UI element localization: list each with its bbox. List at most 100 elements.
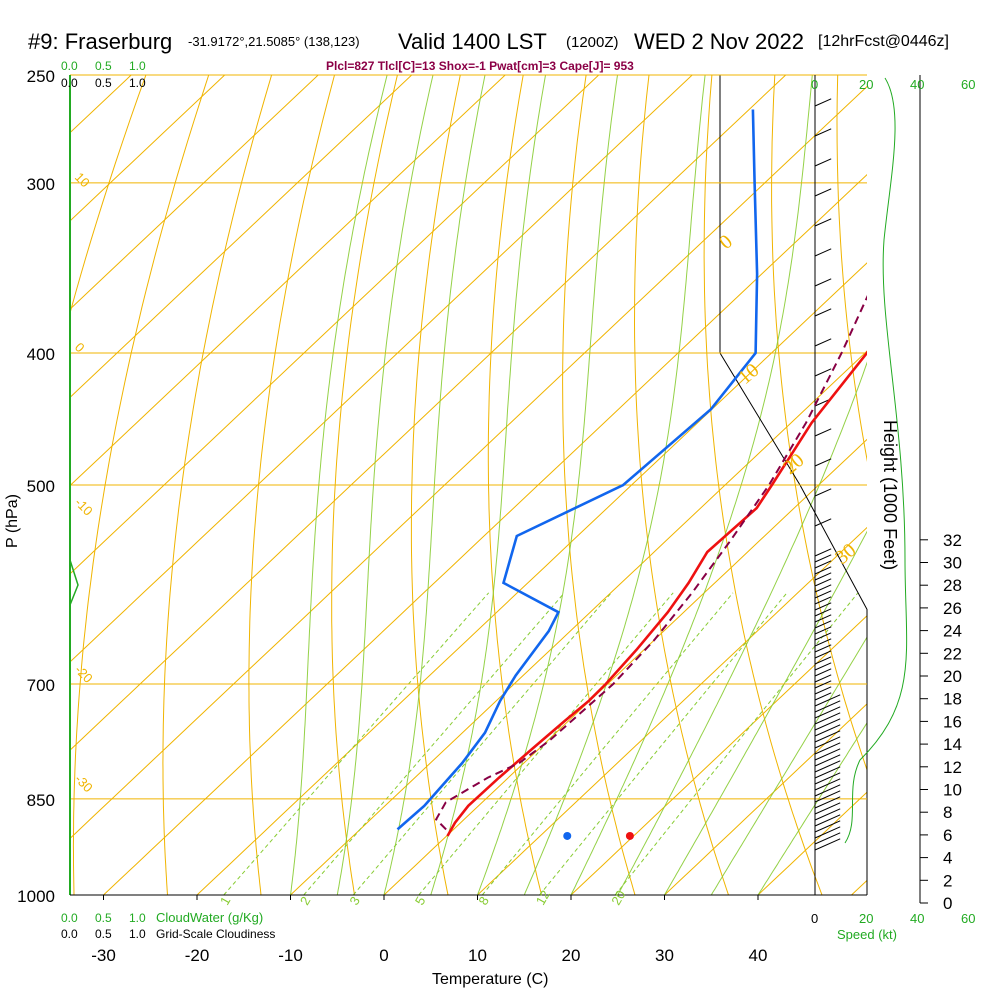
mixing-ratio-line — [481, 592, 734, 895]
wind-barb — [814, 218, 832, 227]
wind-barb — [814, 278, 832, 287]
dry-adiabat-line — [562, 75, 636, 895]
wind-barb — [814, 368, 832, 377]
wind-barb — [814, 826, 841, 839]
temperature-tick-label: -30 — [91, 946, 116, 965]
height-tick-label: 18 — [943, 690, 962, 709]
wind-barb — [814, 428, 832, 437]
wind-barb — [814, 706, 841, 719]
height-tick-label: 14 — [943, 735, 962, 754]
bottom-speed-tick-1: 20 — [859, 911, 874, 926]
top-cloudiness-tick-0: 0.0 — [61, 76, 78, 90]
wind-barb — [814, 790, 841, 803]
temperature-tick-label: 30 — [655, 946, 674, 965]
wind-barb — [814, 518, 832, 527]
wind-barb — [814, 668, 832, 677]
isotherm-line — [851, 879, 867, 895]
wind-barb — [814, 644, 832, 653]
wind-barb — [814, 650, 832, 659]
height-tick-label: 10 — [943, 781, 962, 800]
wind-barb — [814, 680, 832, 689]
temperature-tick-label: 20 — [562, 946, 581, 965]
height-tick-label: 26 — [943, 599, 962, 618]
valid-time: Valid 1400 LST — [398, 29, 547, 54]
temperature-tick-label: 40 — [749, 946, 768, 965]
height-tick-label: 4 — [943, 849, 952, 868]
moist-adiabat-line — [664, 530, 867, 895]
dry-adiabat-line — [410, 75, 461, 895]
moist-adiabat-line — [290, 75, 388, 895]
dry-adiabat-line — [248, 75, 335, 895]
height-tick-label: 16 — [943, 712, 962, 731]
dry-adiabat-line — [162, 75, 273, 895]
wind-barb — [814, 772, 841, 785]
isotherm-line — [70, 75, 787, 751]
wind-barb — [814, 802, 841, 815]
temperature-tick-label: -10 — [278, 946, 303, 965]
wind-barb — [814, 554, 832, 563]
cloudwater-label: CloudWater (g/Kg) — [156, 910, 264, 925]
mixing-ratio-label: 2 — [297, 894, 314, 908]
moist-adiabat-line — [710, 636, 867, 895]
height-tick-label: 32 — [943, 531, 962, 550]
dry-adiabat-line — [72, 75, 210, 895]
height-tick-label: 6 — [943, 826, 952, 845]
wind-barb — [814, 730, 841, 743]
mixing-ratio-line — [352, 592, 612, 895]
height-tick-label: 30 — [943, 554, 962, 573]
top-speed-tick-0: 0 — [811, 77, 819, 92]
isotherm-label: 10 — [72, 169, 93, 190]
wind-barb — [814, 808, 841, 821]
height-axis-title: Height (1000 Feet) — [880, 420, 900, 571]
isotherm-line — [103, 174, 867, 895]
dry-adiabat-line — [836, 75, 867, 462]
moist-adiabat-line — [617, 361, 867, 895]
wind-barb — [814, 820, 841, 833]
top-cloudiness-tick-2: 1.0 — [129, 76, 146, 90]
bottom-cloudiness-tick-1: 0.5 — [95, 927, 112, 941]
wind-barb — [814, 692, 832, 701]
isotherm-line — [196, 262, 867, 895]
wind-barb — [814, 686, 832, 695]
wind-barb — [814, 700, 841, 713]
temperature-tick-label: -20 — [185, 946, 210, 965]
height-tick-label: 12 — [943, 758, 962, 777]
dry-adiabat-line — [771, 75, 867, 772]
forecast-date: WED 2 Nov 2022 — [634, 29, 804, 54]
temperature-tick-label: 10 — [468, 946, 487, 965]
wind-barb — [814, 584, 832, 593]
bottom-speed-tick-3: 60 — [961, 911, 976, 926]
isotherm-line — [664, 703, 867, 895]
bottom-cloudiness-tick-0: 0.0 — [61, 927, 78, 941]
wind-barb — [814, 838, 841, 851]
wind-barb — [814, 128, 832, 137]
isotherm-label: -20 — [72, 662, 96, 686]
mixing-ratio-line — [614, 592, 859, 895]
sounding-series — [396, 109, 867, 840]
axes — [69, 75, 928, 904]
cloud-profile — [69, 77, 908, 844]
dry-adiabat-line — [703, 75, 823, 895]
wind-barb — [814, 766, 841, 779]
wind-barb — [814, 760, 841, 773]
pressure-tick-label: 500 — [27, 477, 55, 496]
wind-barb — [814, 736, 841, 749]
wind-barb — [814, 158, 832, 167]
wind-barb — [814, 778, 841, 791]
wind-barb — [814, 188, 832, 197]
wind-barb — [814, 754, 841, 767]
moist-adiabat-line — [336, 75, 434, 895]
wind-barb — [814, 632, 832, 641]
wind-barb — [814, 608, 832, 617]
top-cloudwater-tick-2: 1.0 — [129, 59, 146, 73]
wind-barb — [814, 638, 832, 647]
moist-adiabat-line — [523, 75, 706, 895]
wind-barb — [814, 614, 832, 623]
wind-barb — [814, 566, 832, 575]
skewt-grid — [70, 75, 867, 895]
speed-label: Speed (kt) — [837, 927, 897, 942]
pressure-tick-label: 300 — [27, 175, 55, 194]
height-tick-label: 8 — [943, 803, 952, 822]
isotherm-line — [757, 791, 867, 895]
wind-barb — [814, 724, 841, 737]
